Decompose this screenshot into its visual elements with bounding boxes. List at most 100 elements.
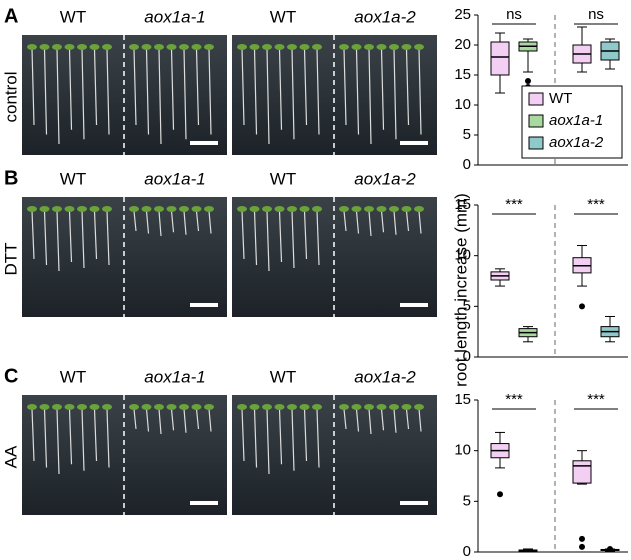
root: [316, 408, 320, 468]
cotyledon: [204, 404, 214, 410]
cotyledon: [401, 404, 412, 410]
condition-label: control: [1, 71, 20, 122]
cotyledon: [39, 206, 50, 212]
legend-swatch: [528, 92, 544, 106]
cotyledon: [141, 206, 152, 212]
cotyledon: [364, 206, 374, 212]
root: [56, 408, 60, 475]
root: [145, 210, 150, 234]
legend-label: WT: [549, 90, 572, 107]
scale-bar: [190, 303, 218, 307]
cotyledon: [154, 404, 164, 410]
cotyledon: [102, 404, 112, 410]
cotyledon: [249, 44, 260, 50]
outlier: [525, 78, 531, 84]
root: [68, 210, 73, 263]
y-tick-label: 20: [454, 36, 471, 53]
genotype-label: WT: [60, 367, 86, 386]
cotyledon: [414, 206, 424, 212]
root: [31, 408, 35, 462]
box: [572, 460, 592, 484]
cotyledon: [376, 44, 387, 50]
root: [278, 408, 283, 465]
root: [405, 408, 410, 430]
genotype-label: aox1a-1: [144, 169, 205, 188]
cotyledon: [237, 404, 247, 410]
root: [278, 210, 283, 263]
root: [106, 210, 110, 266]
significance-label: ns: [588, 6, 604, 23]
cotyledon: [351, 206, 362, 212]
root: [93, 48, 98, 126]
root: [355, 408, 360, 432]
root: [303, 48, 308, 126]
cotyledon: [262, 44, 272, 50]
cotyledon: [191, 44, 202, 50]
root: [343, 48, 347, 126]
scale-bar: [400, 303, 428, 307]
root: [81, 210, 85, 269]
outlier: [497, 491, 503, 498]
significance-label: ***: [587, 196, 605, 213]
root: [133, 210, 137, 232]
root: [68, 408, 73, 465]
cotyledon: [39, 44, 50, 50]
y-tick-label: 5: [463, 492, 471, 509]
significance-label: ***: [587, 391, 605, 408]
genotype-label: WT: [270, 7, 296, 26]
cotyledon: [414, 404, 424, 410]
root: [195, 408, 200, 430]
cotyledon: [52, 404, 62, 410]
root: [291, 210, 295, 269]
root: [343, 210, 347, 232]
cotyledon: [166, 206, 177, 212]
scale-bar: [190, 141, 218, 145]
cotyledon: [102, 206, 112, 212]
root: [158, 210, 162, 237]
cotyledon: [64, 404, 75, 410]
root: [368, 408, 372, 435]
root: [253, 48, 258, 135]
cotyledon: [77, 44, 87, 50]
cotyledon: [262, 404, 272, 410]
cotyledon: [364, 404, 374, 410]
root: [43, 210, 48, 266]
cotyledon: [166, 44, 177, 50]
y-tick-label: 15: [454, 391, 471, 408]
cotyledon: [77, 404, 87, 410]
cotyledon: [64, 44, 75, 50]
cotyledon: [299, 404, 310, 410]
cotyledon: [364, 44, 374, 50]
root: [56, 210, 60, 272]
cotyledon: [166, 404, 177, 410]
root: [418, 210, 422, 234]
outlier: [579, 543, 585, 550]
root: [56, 48, 60, 145]
cotyledon: [154, 206, 164, 212]
root: [291, 48, 295, 140]
cotyledon: [39, 404, 50, 410]
root: [241, 408, 245, 462]
y-tick-label: 10: [454, 247, 471, 264]
root: [380, 210, 385, 233]
root: [266, 408, 270, 475]
root: [31, 210, 35, 260]
y-tick-label: 15: [454, 66, 471, 83]
root: [393, 408, 397, 433]
cotyledon: [191, 206, 202, 212]
root: [393, 48, 397, 140]
cotyledon: [77, 206, 87, 212]
root: [380, 48, 385, 130]
outlier: [579, 535, 585, 542]
root: [183, 408, 187, 433]
root: [106, 48, 110, 135]
cotyledon: [102, 44, 112, 50]
legend-label: aox1a-2: [549, 134, 604, 151]
y-tick-label: 5: [463, 126, 471, 143]
root: [81, 48, 85, 140]
cotyledon: [274, 44, 285, 50]
cotyledon: [204, 44, 214, 50]
root: [368, 210, 372, 237]
root: [183, 210, 187, 235]
